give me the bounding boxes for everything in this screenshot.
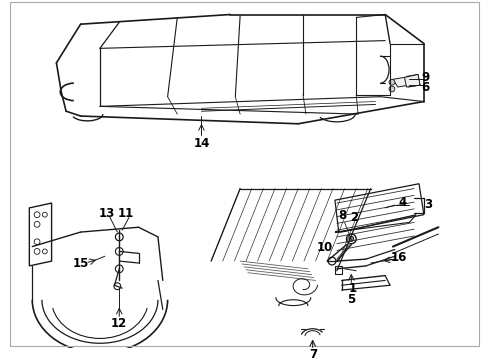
Text: 6: 6: [421, 81, 429, 94]
Circle shape: [114, 283, 121, 289]
Text: 1: 1: [347, 282, 356, 294]
Circle shape: [115, 265, 123, 273]
Text: 5: 5: [346, 293, 355, 306]
Text: 8: 8: [338, 209, 346, 222]
Text: 12: 12: [111, 318, 127, 330]
Text: 3: 3: [424, 198, 432, 211]
Text: 9: 9: [421, 71, 429, 84]
Circle shape: [115, 233, 123, 241]
Circle shape: [327, 257, 335, 265]
Text: 2: 2: [349, 211, 358, 224]
Circle shape: [346, 234, 355, 244]
Polygon shape: [406, 75, 419, 87]
Text: 4: 4: [398, 195, 406, 208]
Text: 16: 16: [390, 251, 406, 264]
Text: 7: 7: [309, 348, 317, 360]
Circle shape: [388, 86, 394, 92]
Polygon shape: [392, 77, 408, 87]
Text: 10: 10: [317, 241, 333, 254]
Circle shape: [115, 248, 123, 255]
Text: 11: 11: [118, 207, 134, 220]
Circle shape: [388, 79, 394, 85]
Text: 13: 13: [99, 207, 115, 220]
Polygon shape: [404, 75, 419, 87]
Text: 14: 14: [193, 136, 209, 150]
Text: 15: 15: [72, 257, 89, 270]
Circle shape: [348, 237, 353, 241]
